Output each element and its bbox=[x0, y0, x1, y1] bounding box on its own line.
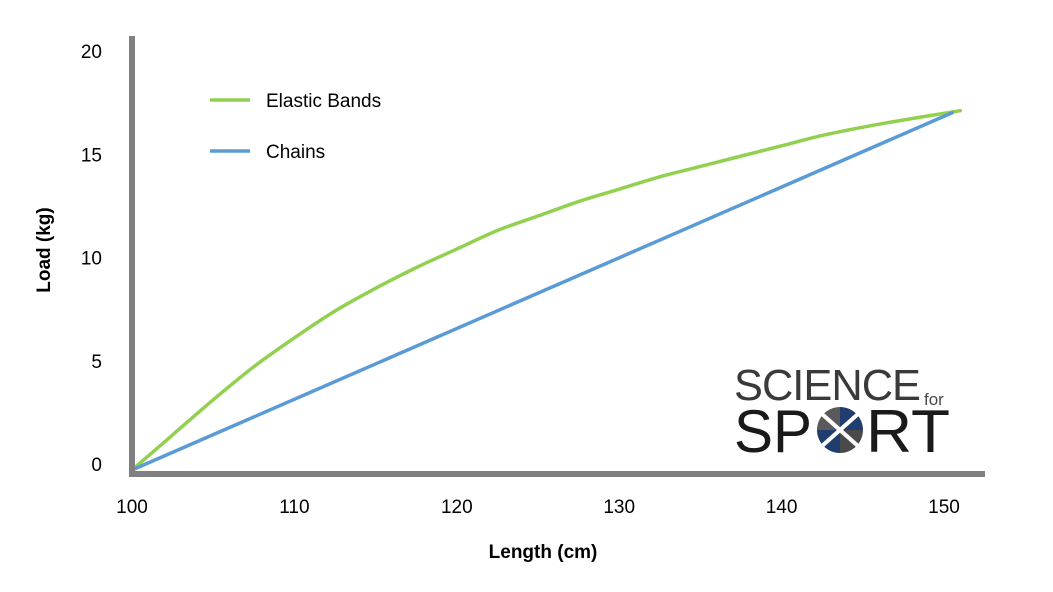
legend: Elastic Bands Chains bbox=[210, 91, 381, 163]
science-for-sport-logo: SCIENCE for SP RT bbox=[734, 361, 950, 465]
x-tick-label: 110 bbox=[279, 497, 309, 518]
axes-layer bbox=[129, 36, 985, 477]
legend-item: Elastic Bands bbox=[210, 91, 381, 112]
legend-label: Chains bbox=[266, 142, 325, 163]
x-axis-title: Length (cm) bbox=[489, 542, 598, 563]
x-tick-label: 120 bbox=[441, 497, 473, 518]
logo-science-text: SCIENCE bbox=[734, 361, 920, 410]
y-axis-title: Load (kg) bbox=[34, 207, 55, 293]
logo-sport-sp-text: SP bbox=[734, 398, 812, 465]
y-tick-label: 20 bbox=[81, 42, 102, 63]
y-tick-label: 0 bbox=[91, 455, 102, 476]
series-layer bbox=[130, 108, 962, 472]
y-tick-label: 10 bbox=[81, 249, 102, 270]
x-tick-label: 100 bbox=[116, 497, 148, 518]
legend-label: Elastic Bands bbox=[266, 91, 381, 112]
series-line-chains bbox=[130, 111, 954, 472]
y-tick-label: 5 bbox=[91, 352, 102, 373]
x-tick-label: 130 bbox=[603, 497, 635, 518]
legend-item: Chains bbox=[210, 142, 325, 163]
series-line-elastic-bands bbox=[130, 108, 962, 472]
logo-sport-rt-text: RT bbox=[866, 398, 950, 465]
x-tick-label: 150 bbox=[928, 497, 960, 518]
tick-labels: 100 110 120 130 140 150 0 5 10 15 20 bbox=[81, 42, 960, 518]
y-tick-label: 15 bbox=[81, 145, 102, 166]
logo-for-text: for bbox=[924, 390, 944, 409]
logo-ball-icon bbox=[817, 407, 863, 453]
x-tick-label: 140 bbox=[766, 497, 798, 518]
